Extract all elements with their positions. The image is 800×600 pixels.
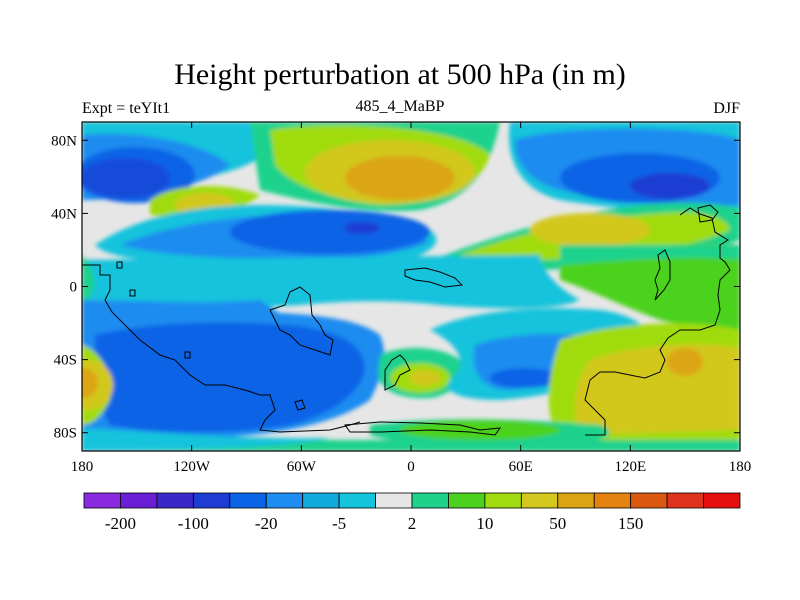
colorbar-label: 10 bbox=[476, 514, 493, 533]
colorbar-swatch bbox=[338, 492, 376, 509]
y-tick-label: 40N bbox=[51, 206, 77, 222]
colorbar-swatch bbox=[375, 492, 413, 509]
colorbar-swatch bbox=[520, 492, 559, 509]
map-axes: 180 120W 60W 0 60E 120E 180 80N 40N 0 40S 80S bbox=[51, 122, 751, 475]
period-label: 485_4_MaBP bbox=[355, 98, 445, 115]
y-tick-label: 80S bbox=[54, 426, 77, 442]
colorbar-swatch bbox=[192, 492, 231, 509]
x-tick-label: 120W bbox=[173, 459, 211, 475]
colorbar-swatch bbox=[120, 492, 158, 509]
colorbar-swatch bbox=[593, 492, 632, 509]
colorbar-swatch bbox=[484, 492, 522, 509]
colorbar-swatch bbox=[557, 492, 595, 509]
x-tick-label: 180 bbox=[71, 459, 94, 475]
colorbar-label: 2 bbox=[408, 514, 417, 533]
x-tick-label: 0 bbox=[407, 459, 415, 475]
y-tick-label: 0 bbox=[70, 280, 78, 296]
height-perturbation-field bbox=[82, 122, 740, 451]
colorbar-swatch bbox=[411, 492, 449, 509]
x-tick-label: 60W bbox=[287, 459, 317, 475]
colorbar: -200 -100 -20 -5 2 10 50 150 bbox=[83, 492, 741, 533]
map-title: Height perturbation at 500 hPa (in m) bbox=[174, 58, 626, 91]
y-tick-label: 80N bbox=[51, 133, 77, 149]
colorbar-swatch bbox=[265, 492, 304, 509]
colorbar-label: 150 bbox=[618, 514, 644, 533]
colorbar-swatch bbox=[229, 492, 267, 509]
experiment-label: Expt = teYIt1 bbox=[82, 100, 171, 117]
colorbar-swatch bbox=[448, 492, 486, 509]
y-tick-label: 40S bbox=[54, 353, 77, 369]
x-tick-label: 180 bbox=[729, 459, 752, 475]
colorbar-swatch bbox=[630, 492, 668, 509]
season-label: DJF bbox=[713, 100, 740, 117]
colorbar-swatch bbox=[83, 492, 121, 509]
colorbar-swatch bbox=[703, 492, 741, 509]
colorbar-label: -100 bbox=[178, 514, 209, 533]
colorbar-swatch bbox=[156, 492, 194, 509]
colorbar-label: 50 bbox=[549, 514, 566, 533]
x-tick-label: 60E bbox=[509, 459, 533, 475]
x-tick-label: 120E bbox=[614, 459, 646, 475]
colorbar-label: -5 bbox=[332, 514, 346, 533]
colorbar-label: -200 bbox=[105, 514, 136, 533]
colorbar-label: -20 bbox=[255, 514, 278, 533]
colorbar-swatch bbox=[302, 492, 340, 509]
colorbar-swatch bbox=[666, 492, 704, 509]
